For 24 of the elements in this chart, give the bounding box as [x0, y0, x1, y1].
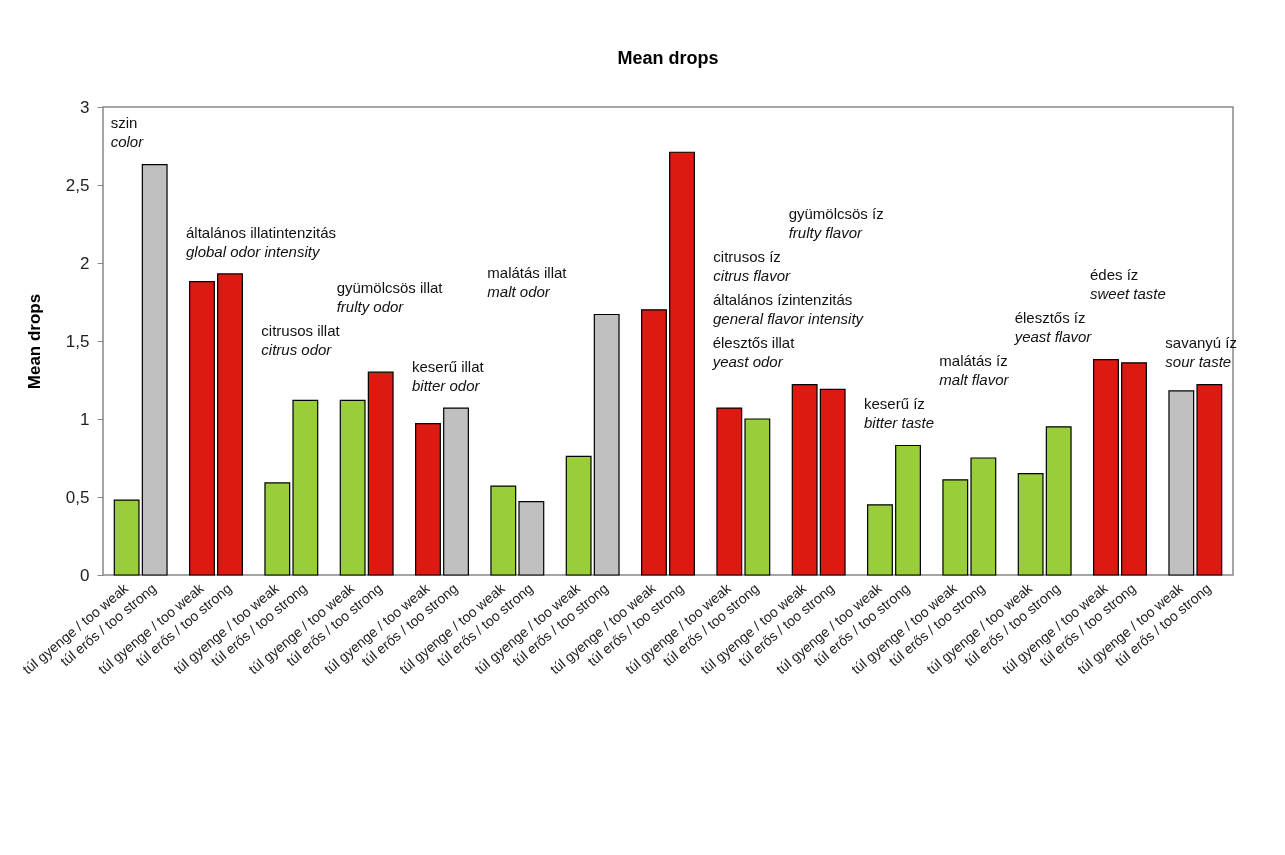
text: keserű illat bitter odor: [412, 357, 484, 394]
text: citrusos illat citrus odor: [261, 321, 340, 358]
text: citrusos íz citrus flavor: [713, 248, 791, 285]
text: gyümölcsös illat frulty odor: [336, 278, 443, 315]
y-tick-label: 1: [80, 409, 90, 429]
text: savanyú íz sour taste: [1165, 334, 1238, 371]
text: keserű íz bitter taste: [864, 395, 935, 432]
text: gyümölcsös íz frulty flavor: [788, 204, 884, 241]
text: általános illatintenzitás global odor intensity: [186, 223, 337, 260]
y-tick-label: 0: [80, 565, 90, 585]
text: szin color: [110, 114, 144, 151]
y-tick-label: 0,5: [65, 487, 90, 507]
text: édes íz sweet taste: [1090, 266, 1166, 303]
y-tick-label: 1,5: [65, 331, 90, 351]
y-tick-label: 3: [80, 97, 90, 117]
text: malátás illat malt odor: [487, 264, 567, 301]
annotation: általános ízintenzitás general flavor intensity: [713, 291, 865, 328]
annotation: élesztős illat yeast odor: [711, 334, 796, 371]
y-axis-title: Mean drops: [24, 293, 44, 390]
text: malátás íz malt flavor: [939, 352, 1009, 389]
chart-title: Mean drops: [617, 48, 719, 68]
y-tick-label: 2: [80, 253, 90, 273]
text: élesztős íz yeast flavor: [1014, 309, 1092, 346]
y-tick-label: 2,5: [65, 175, 90, 195]
